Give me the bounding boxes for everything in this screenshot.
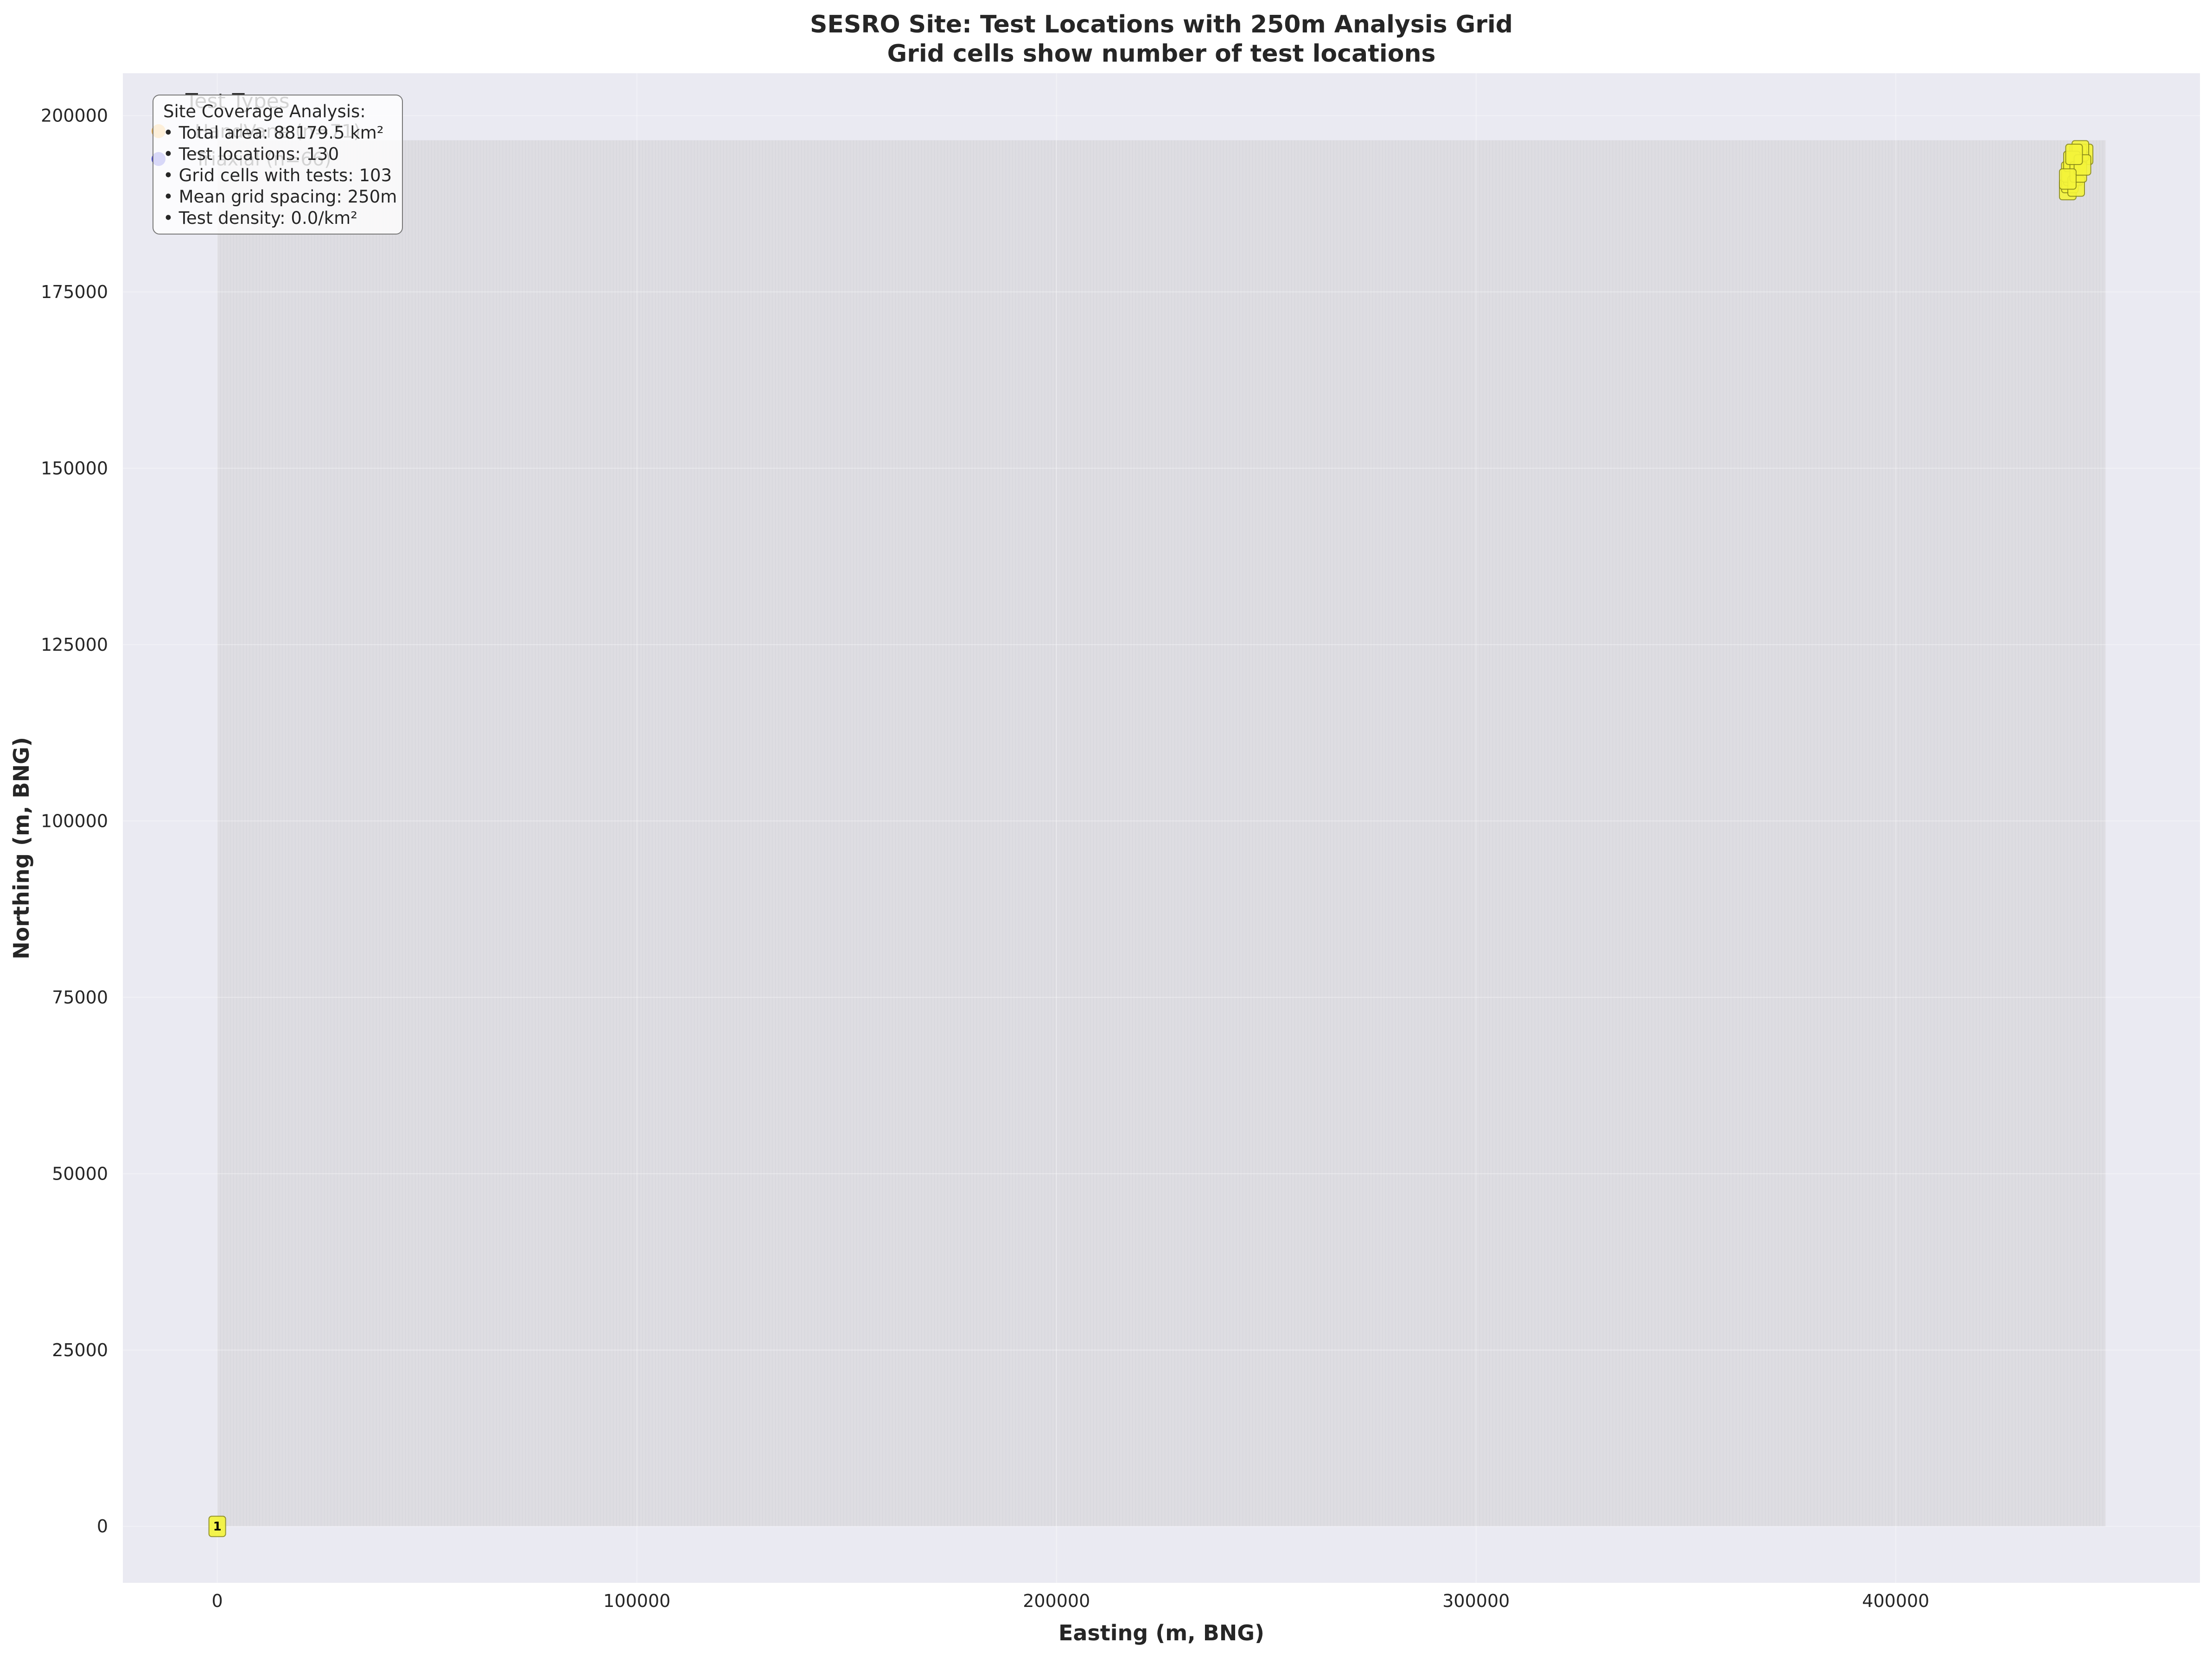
y-tick-label: 100000 <box>41 811 108 831</box>
info-line: • Total area: 88179.5 km² <box>163 123 384 143</box>
info-line: Site Coverage Analysis: <box>163 102 366 121</box>
grid-cell-box <box>2065 144 2083 165</box>
chart-title: SESRO Site: Test Locations with 250m Ana… <box>810 11 1513 38</box>
analysis-grid-region <box>217 140 2106 1527</box>
info-line: • Test locations: 130 <box>163 144 339 164</box>
x-axis-ticks: 0 100000 200000 300000 400000 <box>212 1591 1930 1611</box>
chart-subtitle: Grid cells show number of test locations <box>887 40 1436 68</box>
x-tick-label: 400000 <box>1862 1591 1929 1611</box>
x-axis-label: Easting (m, BNG) <box>1058 1620 1264 1645</box>
grid-cells: 121 <box>208 140 2094 1537</box>
info-line: • Grid cells with tests: 103 <box>163 165 392 185</box>
y-tick-label: 25000 <box>52 1340 108 1360</box>
info-box-frame <box>153 95 403 235</box>
y-tick-label: 200000 <box>41 105 108 126</box>
grid-cell-lines <box>217 140 2104 1527</box>
y-tick-label: 75000 <box>52 987 108 1008</box>
y-axis-label: Northing (m, BNG) <box>9 737 34 959</box>
y-axis-ticks: 0 25000 50000 75000 100000 125000 150000 175000… <box>41 105 108 1536</box>
x-tick-label: 100000 <box>603 1591 670 1611</box>
y-tick-label: 150000 <box>41 458 108 478</box>
y-tick-label: 50000 <box>52 1163 108 1184</box>
y-tick-label: 125000 <box>41 635 108 655</box>
grid-cell-count: 1 <box>213 1520 222 1534</box>
plot-area: 121 <box>123 73 2200 1583</box>
info-line: • Mean grid spacing: 250m <box>163 187 397 207</box>
info-line: • Test density: 0.0/km² <box>163 208 357 228</box>
coverage-info-box: Site Coverage Analysis: • Total area: 881… <box>153 95 403 235</box>
x-tick-label: 300000 <box>1442 1591 1510 1611</box>
y-tick-label: 0 <box>97 1516 108 1536</box>
grid-cell-box <box>2059 168 2077 190</box>
grid-cell-box <box>208 1516 226 1537</box>
x-tick-label: 200000 <box>1023 1591 1090 1611</box>
x-tick-label: 0 <box>212 1591 223 1611</box>
y-tick-label: 175000 <box>41 282 108 302</box>
